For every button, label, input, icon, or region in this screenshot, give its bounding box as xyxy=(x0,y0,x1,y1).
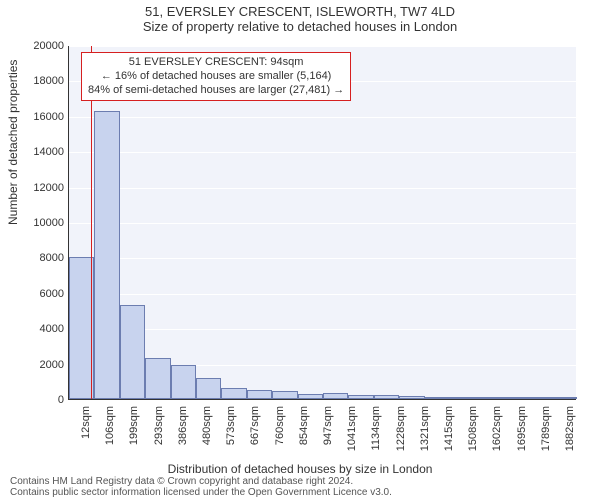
gridline xyxy=(69,294,576,295)
bar xyxy=(450,397,475,399)
bar xyxy=(552,397,577,399)
x-tick-label: 854sqm xyxy=(298,406,310,466)
chart-title: 51, EVERSLEY CRESCENT, ISLEWORTH, TW7 4L… xyxy=(0,0,600,19)
y-tick-label: 2000 xyxy=(14,359,64,371)
y-tick-label: 4000 xyxy=(14,323,64,335)
bar xyxy=(247,390,272,399)
bar xyxy=(272,391,297,399)
x-tick-label: 947sqm xyxy=(322,406,334,466)
gridline xyxy=(69,46,576,47)
y-tick-label: 18000 xyxy=(14,75,64,87)
plot-area: 51 EVERSLEY CRESCENT: 94sqm ← 16% of det… xyxy=(68,46,576,400)
x-tick-label: 760sqm xyxy=(274,406,286,466)
bar xyxy=(526,397,551,399)
bar xyxy=(501,397,526,399)
x-tick-label: 199sqm xyxy=(128,406,140,466)
x-tick-label: 386sqm xyxy=(177,406,189,466)
bar xyxy=(475,397,500,399)
x-tick-label: 1228sqm xyxy=(395,406,407,466)
x-tick-label: 1508sqm xyxy=(467,406,479,466)
bar xyxy=(196,378,221,399)
footer: Contains HM Land Registry data © Crown c… xyxy=(10,476,590,498)
y-tick-label: 6000 xyxy=(14,288,64,300)
gridline xyxy=(69,152,576,153)
x-tick-label: 1041sqm xyxy=(346,406,358,466)
x-tick-label: 667sqm xyxy=(249,406,261,466)
y-tick-label: 20000 xyxy=(14,40,64,52)
chart-subtitle: Size of property relative to detached ho… xyxy=(0,19,600,36)
bar xyxy=(221,388,246,399)
x-tick-label: 480sqm xyxy=(201,406,213,466)
bar xyxy=(425,397,450,399)
x-tick-label: 12sqm xyxy=(80,406,92,466)
y-tick-label: 12000 xyxy=(14,182,64,194)
y-tick-label: 14000 xyxy=(14,146,64,158)
y-tick-label: 10000 xyxy=(14,217,64,229)
bar xyxy=(348,395,373,399)
gridline xyxy=(69,188,576,189)
y-tick-label: 0 xyxy=(14,394,64,406)
y-tick-label: 16000 xyxy=(14,111,64,123)
x-tick-label: 106sqm xyxy=(104,406,116,466)
y-tick-label: 8000 xyxy=(14,252,64,264)
bar xyxy=(399,396,424,399)
bar xyxy=(94,111,119,400)
x-tick-label: 1602sqm xyxy=(491,406,503,466)
footer-line-2: Contains public sector information licen… xyxy=(10,487,590,498)
annotation-box: 51 EVERSLEY CRESCENT: 94sqm ← 16% of det… xyxy=(81,52,351,101)
x-tick-label: 1882sqm xyxy=(564,406,576,466)
x-tick-label: 1695sqm xyxy=(516,406,528,466)
bar xyxy=(323,393,348,399)
gridline xyxy=(69,117,576,118)
gridline xyxy=(69,258,576,259)
bar xyxy=(374,395,399,399)
x-tick-label: 573sqm xyxy=(225,406,237,466)
annotation-line-3: 84% of semi-detached houses are larger (… xyxy=(88,84,344,98)
annotation-line-2: ← 16% of detached houses are smaller (5,… xyxy=(88,70,344,84)
x-tick-label: 1321sqm xyxy=(419,406,431,466)
bar xyxy=(120,305,145,399)
gridline xyxy=(69,223,576,224)
footer-line-1: Contains HM Land Registry data © Crown c… xyxy=(10,476,590,487)
bar xyxy=(171,365,196,399)
x-tick-label: 1415sqm xyxy=(443,406,455,466)
x-tick-label: 1134sqm xyxy=(370,406,382,466)
annotation-line-1: 51 EVERSLEY CRESCENT: 94sqm xyxy=(88,56,344,70)
bar xyxy=(145,358,170,399)
x-tick-label: 1789sqm xyxy=(540,406,552,466)
x-tick-label: 293sqm xyxy=(153,406,165,466)
bar xyxy=(298,394,323,399)
